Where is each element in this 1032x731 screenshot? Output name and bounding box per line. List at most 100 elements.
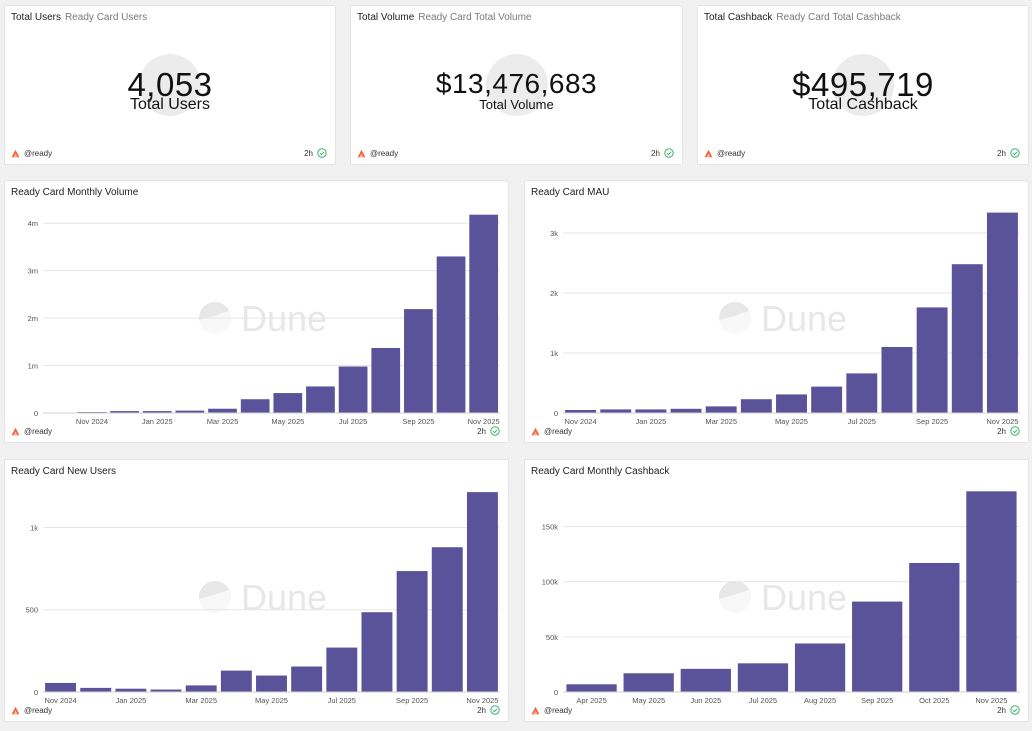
- bar[interactable]: [811, 386, 843, 413]
- bar[interactable]: [670, 408, 702, 413]
- author-link[interactable]: @ready: [544, 705, 573, 715]
- bar[interactable]: [623, 673, 674, 692]
- card-header: Ready Card Monthly Volume: [11, 187, 138, 198]
- author-link[interactable]: @ready: [24, 705, 53, 715]
- check-circle-icon: [1010, 426, 1020, 436]
- bar[interactable]: [404, 309, 433, 413]
- bar[interactable]: [326, 647, 358, 692]
- bar[interactable]: [220, 670, 252, 692]
- bar[interactable]: [986, 212, 1018, 413]
- counter-body: $13,476,683 Total Volume: [351, 36, 682, 144]
- author-link[interactable]: @ready: [24, 426, 53, 436]
- card-header: Ready Card Monthly Cashback: [531, 466, 669, 477]
- x-tick-label: Nov 2025: [468, 417, 500, 426]
- bar[interactable]: [966, 491, 1017, 692]
- bar[interactable]: [852, 601, 903, 692]
- x-tick-label: Sep 2025: [916, 417, 948, 426]
- bar[interactable]: [175, 410, 205, 413]
- counter-background-circle: [832, 54, 894, 116]
- card-subtitle[interactable]: Ready Card Users: [65, 12, 148, 23]
- y-tick-label: 0: [34, 409, 38, 418]
- author-link[interactable]: @ready: [717, 148, 746, 158]
- check-circle-icon: [1010, 705, 1020, 715]
- card-footer: @ready 2h: [704, 147, 1020, 159]
- bar[interactable]: [338, 366, 368, 413]
- bar[interactable]: [306, 386, 335, 413]
- bar[interactable]: [705, 406, 737, 413]
- bar[interactable]: [846, 373, 878, 413]
- bar[interactable]: [110, 411, 139, 413]
- bar[interactable]: [115, 688, 147, 692]
- bar[interactable]: [737, 663, 789, 692]
- bar[interactable]: [256, 675, 287, 692]
- dune-logo-icon: [11, 427, 20, 436]
- y-tick-label: 1k: [30, 523, 38, 532]
- card-subtitle[interactable]: Ready Card Total Cashback: [776, 12, 901, 23]
- y-tick-label: 3m: [28, 267, 38, 276]
- bar[interactable]: [396, 571, 428, 692]
- bar[interactable]: [185, 685, 217, 692]
- bar[interactable]: [951, 264, 983, 413]
- refresh-age: 2h: [997, 705, 1006, 715]
- bar[interactable]: [436, 256, 466, 413]
- x-tick-label: Mar 2025: [705, 417, 737, 426]
- bar[interactable]: [680, 668, 731, 692]
- refresh-age: 2h: [651, 148, 660, 158]
- bar[interactable]: [776, 394, 807, 413]
- check-circle-icon: [1010, 148, 1020, 158]
- author-link[interactable]: @ready: [24, 148, 53, 158]
- card-title[interactable]: Total Volume: [357, 12, 415, 23]
- bar[interactable]: [794, 643, 846, 692]
- bar[interactable]: [80, 687, 112, 692]
- author-link[interactable]: @ready: [370, 148, 399, 158]
- x-tick-label: May 2025: [255, 696, 288, 705]
- bar[interactable]: [635, 409, 667, 413]
- y-tick-label: 100k: [542, 578, 559, 587]
- bar[interactable]: [469, 214, 499, 413]
- y-tick-label: 500: [25, 606, 38, 615]
- card-footer: @ready 2h: [531, 704, 1020, 716]
- y-tick-label: 1k: [550, 349, 558, 358]
- y-tick-label: 2m: [28, 314, 38, 323]
- bar[interactable]: [565, 410, 597, 413]
- bar[interactable]: [273, 393, 303, 413]
- bar[interactable]: [291, 666, 323, 693]
- bar[interactable]: [466, 492, 498, 692]
- card-footer: @ready 2h: [11, 704, 500, 716]
- bar[interactable]: [371, 348, 401, 413]
- x-tick-label: Nov 2024: [76, 417, 108, 426]
- bar[interactable]: [740, 399, 772, 413]
- card-title[interactable]: Total Users: [11, 12, 62, 23]
- counter-value: $13,476,683: [435, 67, 598, 99]
- x-tick-label: Jun 2025: [690, 696, 721, 705]
- bar[interactable]: [881, 347, 913, 413]
- card-footer: @ready 2h: [357, 147, 674, 159]
- x-tick-label: Jul 2025: [339, 417, 367, 426]
- card-title[interactable]: Total Cashback: [704, 12, 773, 23]
- bar[interactable]: [361, 612, 393, 692]
- bar[interactable]: [916, 307, 948, 413]
- chart-title[interactable]: Ready Card New Users: [11, 466, 117, 477]
- bar[interactable]: [240, 399, 270, 413]
- counter-body: 4,053 Total Users: [5, 36, 335, 144]
- dune-logo-icon: [11, 149, 20, 158]
- bar[interactable]: [909, 562, 960, 692]
- bar[interactable]: [45, 682, 77, 692]
- x-tick-label: Jul 2025: [749, 696, 777, 705]
- bar[interactable]: [142, 411, 172, 413]
- chart-title[interactable]: Ready Card Monthly Cashback: [531, 466, 670, 477]
- card-subtitle[interactable]: Ready Card Total Volume: [418, 12, 532, 23]
- bar[interactable]: [208, 408, 237, 413]
- chart-title[interactable]: Ready Card MAU: [531, 187, 610, 198]
- bar[interactable]: [150, 689, 182, 692]
- chart-title[interactable]: Ready Card Monthly Volume: [11, 187, 139, 198]
- x-tick-label: Aug 2025: [804, 696, 836, 705]
- bar[interactable]: [600, 409, 632, 413]
- x-tick-label: Nov 2024: [45, 696, 77, 705]
- dune-logo-icon: [531, 427, 540, 436]
- bar[interactable]: [431, 547, 463, 692]
- y-tick-label: 50k: [546, 633, 558, 642]
- bar[interactable]: [566, 684, 617, 692]
- counter-label: Total Users: [129, 95, 211, 113]
- author-link[interactable]: @ready: [544, 426, 573, 436]
